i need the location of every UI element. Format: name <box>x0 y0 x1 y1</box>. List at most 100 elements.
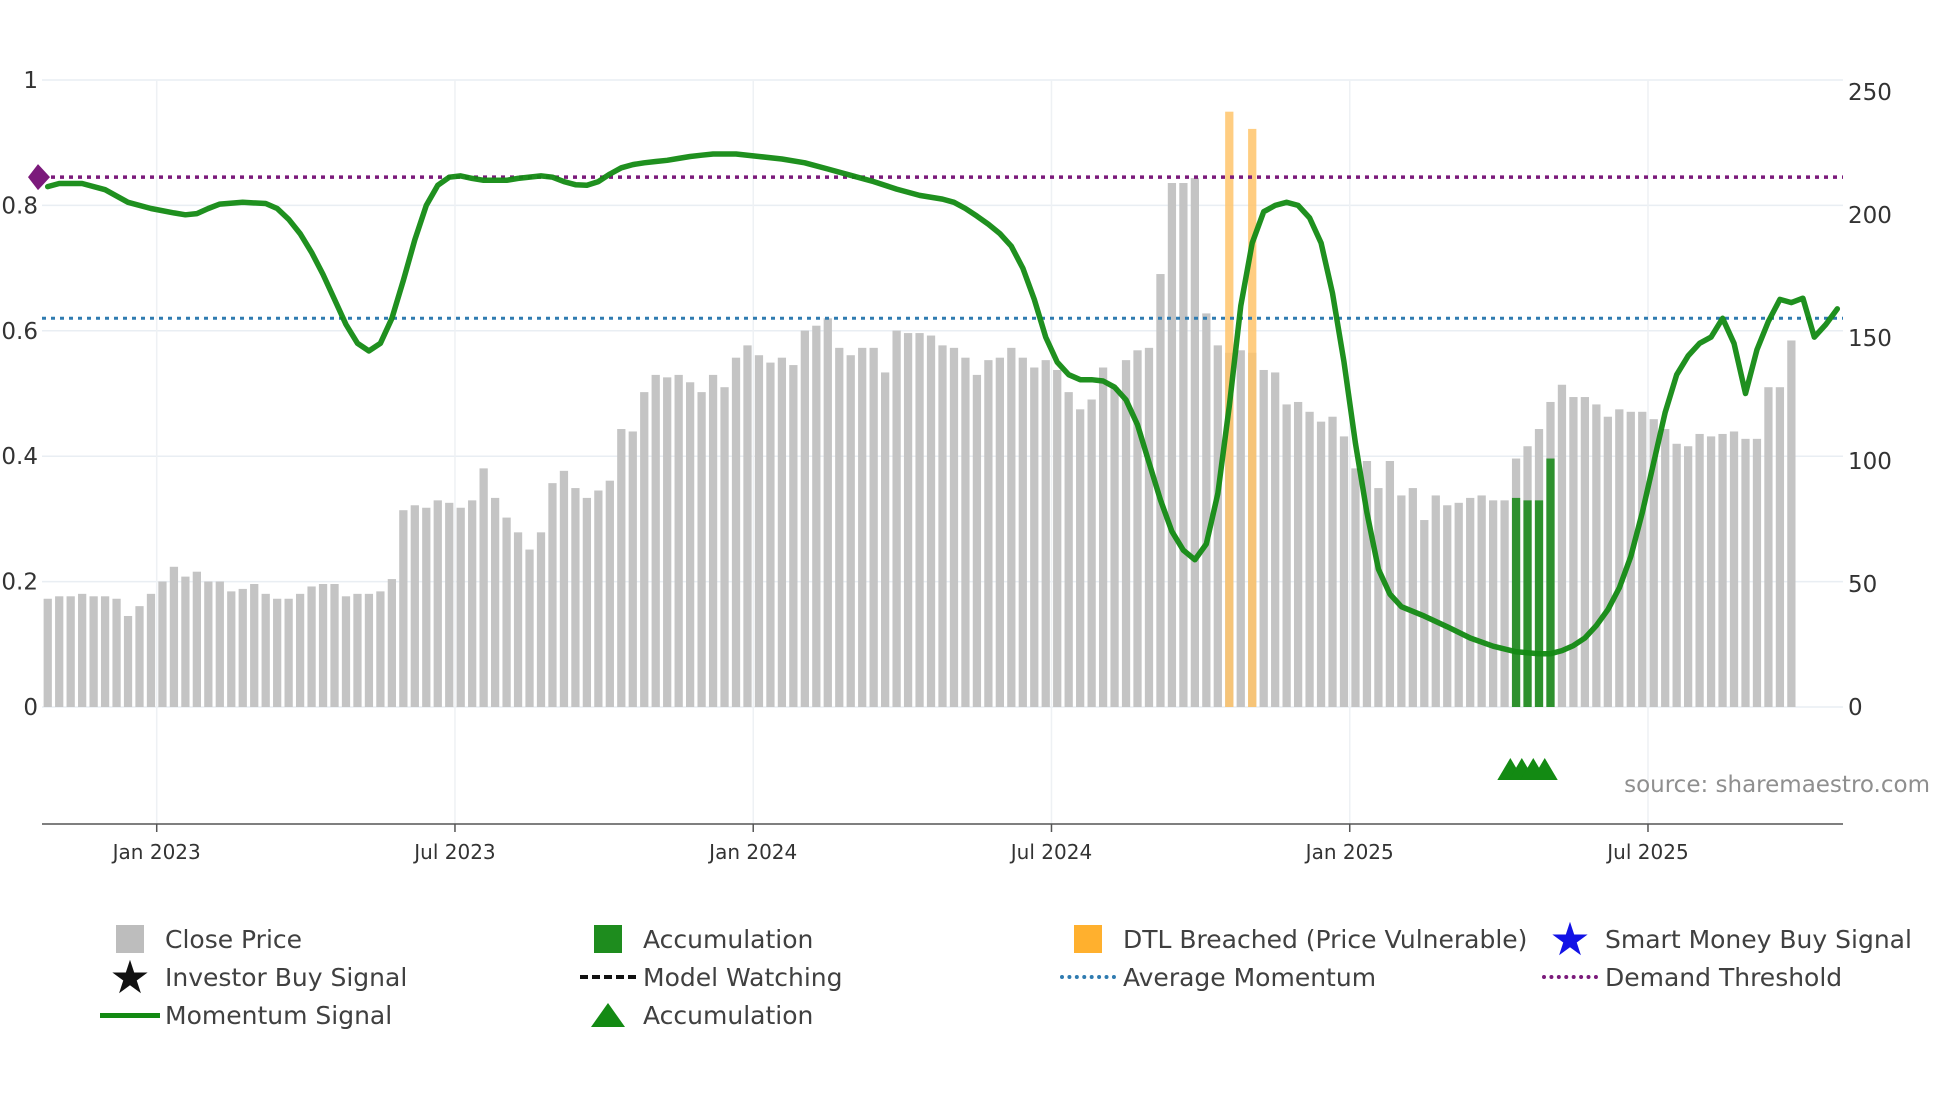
close-price-bar <box>123 615 133 707</box>
x-tick-label: Jul 2024 <box>1009 840 1092 864</box>
close-price-bar <box>1144 347 1154 707</box>
close-price-bar <box>1179 183 1188 707</box>
close-price-bar <box>720 387 729 707</box>
axes: Jan 2023 Jul 2023 Jan 2024 Jul 2024 Jan 2025… <box>1 68 1891 864</box>
close-price-bar <box>1293 401 1303 707</box>
close-price-bar <box>468 500 477 707</box>
close-price-bar <box>1741 438 1750 707</box>
close-price-bar <box>238 588 247 707</box>
close-price-bar <box>789 365 798 707</box>
close-price-bar <box>1706 436 1716 707</box>
close-price-bar <box>731 357 741 707</box>
close-price-bar <box>697 392 706 707</box>
x-tick-label: Jan 2025 <box>1304 840 1394 864</box>
close-price-bar <box>686 382 695 707</box>
close-price-bar <box>972 374 982 707</box>
close-price-bar <box>284 598 293 707</box>
close-price-bar <box>387 579 397 707</box>
close-price-bar <box>1374 488 1383 707</box>
close-price-bar <box>995 357 1004 707</box>
close-price-bar <box>422 507 431 707</box>
close-price-bar <box>399 510 408 707</box>
demand-threshold-marker <box>28 164 50 191</box>
close-price-bar <box>800 330 809 707</box>
close-price-bar <box>1764 387 1773 707</box>
close-price-bar <box>1190 178 1199 708</box>
right-tick-label: 200 <box>1848 203 1892 229</box>
close-price-bar <box>1408 488 1417 707</box>
close-price-bar <box>146 593 156 707</box>
close-price-bar <box>536 532 546 707</box>
close-price-bar <box>1775 387 1785 707</box>
right-tick-label: 150 <box>1848 326 1892 352</box>
close-price-bar <box>89 596 98 707</box>
close-price-bar <box>502 517 511 707</box>
left-tick-label: 0.2 <box>1 570 38 596</box>
close-price-bar <box>743 345 752 707</box>
momentum-signal-line <box>44 151 1841 657</box>
close-price-bar <box>1672 443 1681 707</box>
close-price-bar <box>903 333 913 707</box>
close-price-bar <box>1064 392 1073 707</box>
close-price-bar <box>1339 436 1349 707</box>
close-price-bar <box>376 591 385 707</box>
close-price-bar <box>1316 421 1326 707</box>
left-tick-label: 0.8 <box>1 193 38 219</box>
close-price-bar <box>1259 369 1268 707</box>
close-price-bar <box>1156 274 1165 707</box>
close-price-bar <box>984 360 993 707</box>
close-price-bar <box>227 591 236 707</box>
dtl-breached-bar <box>1248 128 1257 707</box>
close-price-bar <box>777 357 787 707</box>
close-price-bar <box>823 318 832 707</box>
gridlines <box>42 79 1843 824</box>
close-price-bar <box>1202 313 1211 707</box>
close-price-bar <box>1638 411 1647 707</box>
close-price-bar <box>100 596 110 707</box>
close-price-bar <box>1110 387 1119 707</box>
close-price-bar <box>1362 461 1372 707</box>
close-price-bar <box>1385 461 1395 707</box>
close-price-bar <box>330 584 339 707</box>
close-price-bar <box>295 593 305 707</box>
right-tick-label: 50 <box>1848 572 1877 598</box>
close-price-bar <box>135 606 144 707</box>
x-tick-label: Jan 2023 <box>111 840 201 864</box>
close-price-bar <box>1271 372 1280 707</box>
right-tick-label: 100 <box>1848 449 1892 475</box>
close-price-bar <box>663 377 672 707</box>
close-price-bar <box>1443 505 1452 707</box>
close-price-bar <box>1569 397 1578 707</box>
close-price-bar <box>1580 397 1590 707</box>
close-price-bar <box>1167 183 1177 707</box>
close-price-bar <box>582 497 592 707</box>
close-price-bar <box>250 584 259 707</box>
close-price-bar <box>892 330 901 707</box>
close-price-bar <box>1787 340 1796 707</box>
accumulation-bar <box>1546 458 1555 707</box>
close-price-bar <box>1121 360 1131 707</box>
close-price-bar <box>605 480 614 707</box>
close-price-bar <box>513 532 523 707</box>
price-bars <box>43 111 1796 708</box>
close-price-bar <box>273 598 282 707</box>
close-price-bar <box>1557 384 1567 707</box>
left-tick-label: 0 <box>23 695 38 721</box>
close-price-bar <box>846 355 855 707</box>
close-price-bar <box>169 566 179 707</box>
close-price-bar <box>364 593 374 707</box>
close-price-bar <box>307 586 316 707</box>
close-price-bar <box>674 374 683 707</box>
close-price-bar <box>1695 433 1704 707</box>
x-tick-label: Jul 2025 <box>1605 840 1688 864</box>
lines <box>28 151 1843 780</box>
close-price-bar <box>915 333 924 707</box>
x-tick-label: Jan 2024 <box>707 840 797 864</box>
close-price-bar <box>571 488 580 707</box>
close-price-bar <box>881 372 890 707</box>
close-price-bar <box>1053 369 1062 707</box>
close-price-bar <box>651 374 660 707</box>
close-price-bar <box>617 429 626 707</box>
right-tick-label: 250 <box>1848 80 1892 106</box>
close-price-bar <box>961 357 970 707</box>
